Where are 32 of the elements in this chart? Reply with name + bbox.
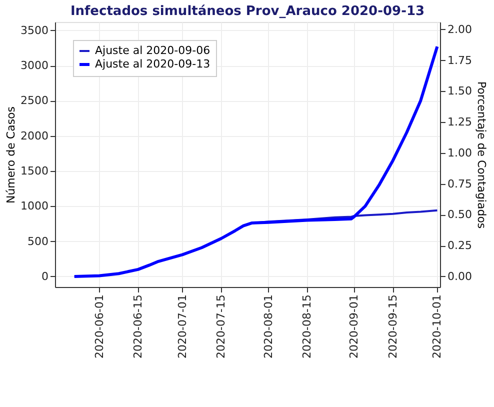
y2-tick-label: 1.00	[448, 146, 472, 160]
y-tick-label: 500	[28, 234, 48, 248]
y2-tick-label: 0.75	[448, 177, 472, 190]
x-tick-label: 2020-09-15	[386, 294, 400, 358]
y-tick-label: 3500	[20, 24, 48, 37]
y-tick-label: 0	[42, 270, 48, 283]
y-axis-title: Número de Casos	[4, 106, 18, 204]
chart-title: Infectados simultáneos Prov_Arauco 2020-09-13	[70, 4, 425, 19]
y2-tick-label: 0.25	[448, 239, 472, 252]
x-tick-label: 2020-07-15	[214, 294, 228, 358]
x-tick-label: 2020-06-15	[132, 294, 145, 358]
y2-tick-label: 1.50	[448, 84, 472, 98]
y-tick-label: 2000	[20, 129, 48, 142]
y2-tick-label: 0.50	[448, 208, 472, 222]
y-tick-label: 1500	[20, 164, 48, 178]
x-tick-label: 2020-09-01	[348, 294, 361, 358]
y-tick-label: 3000	[20, 59, 48, 72]
y2-tick-label: 0.00	[448, 270, 472, 283]
y-tick-label: 2500	[20, 94, 48, 108]
y2-tick-label: 1.75	[448, 54, 472, 67]
x-tick-label: 2020-08-01	[262, 294, 275, 358]
legend-label: Ajuste al 2020-09-06	[95, 44, 210, 57]
y2-tick-label: 1.25	[448, 116, 472, 129]
y2-tick-label: 2.00	[448, 22, 472, 36]
legend-label: Ajuste al 2020-09-13	[95, 58, 210, 70]
y2-axis-title: Porcentaje de Contagiados	[474, 81, 488, 229]
x-tick-label: 2020-10-01	[430, 294, 444, 358]
line-series	[72, 45, 439, 278]
x-tick-label: 2020-06-01	[92, 294, 106, 358]
x-tick-label: 2020-08-15	[300, 294, 314, 358]
y-tick-label: 1000	[20, 200, 48, 213]
x-tick-label: 2020-07-01	[176, 294, 189, 358]
